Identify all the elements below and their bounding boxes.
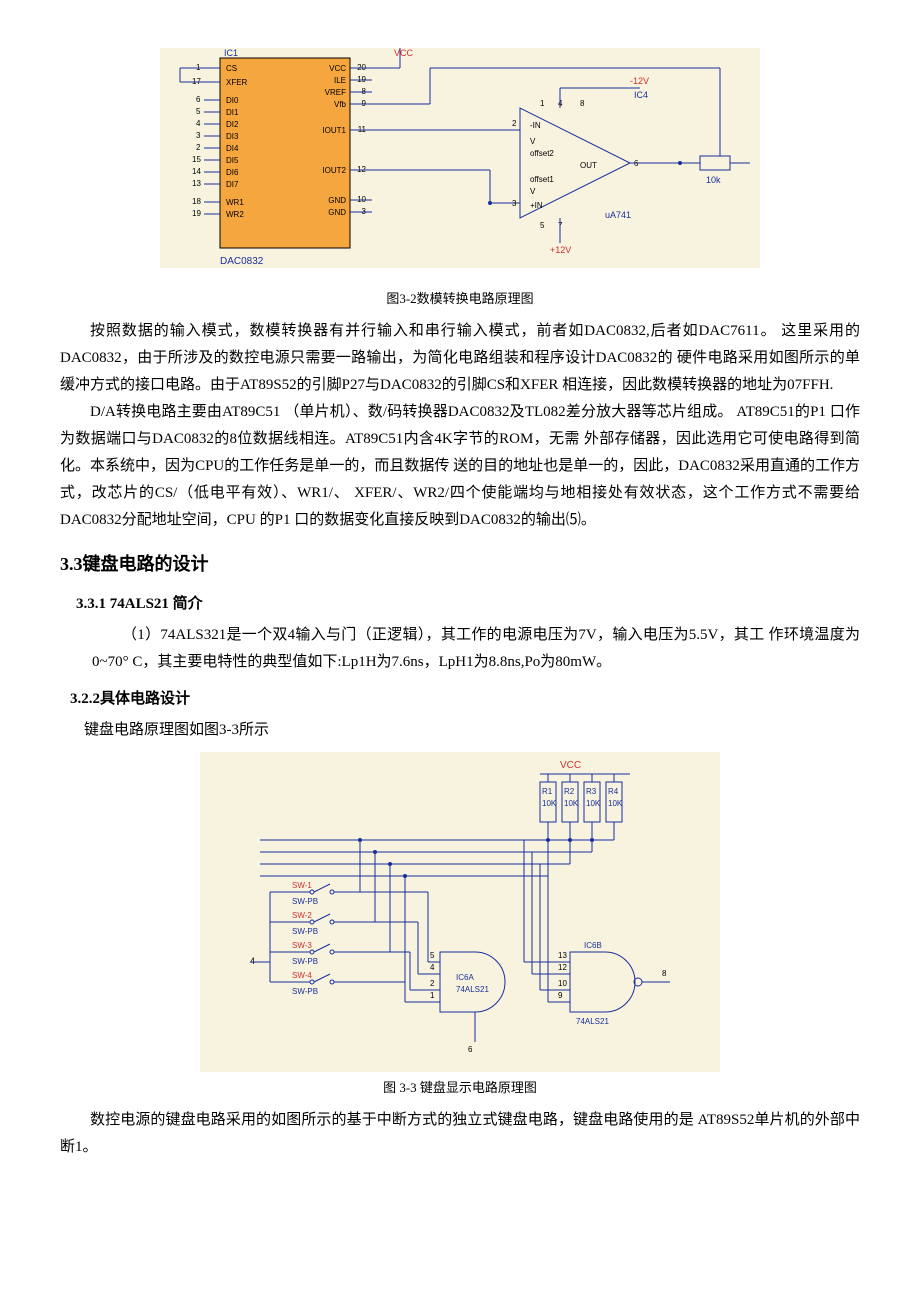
svg-text:R3: R3	[586, 787, 597, 796]
svg-text:6: 6	[196, 95, 201, 104]
svg-text:DI7: DI7	[226, 180, 239, 189]
svg-text:3: 3	[512, 199, 517, 208]
svg-text:6: 6	[468, 1045, 473, 1054]
svg-text:IC4: IC4	[634, 90, 648, 100]
svg-text:R1: R1	[542, 787, 553, 796]
svg-text:SW-PB: SW-PB	[292, 987, 318, 996]
svg-text:SW-2: SW-2	[292, 911, 312, 920]
svg-text:uA741: uA741	[605, 210, 631, 220]
svg-text:R4: R4	[608, 787, 619, 796]
svg-text:SW-4: SW-4	[292, 971, 312, 980]
svg-text:14: 14	[192, 167, 201, 176]
svg-text:OUT: OUT	[580, 161, 597, 170]
svg-text:SW-PB: SW-PB	[292, 957, 318, 966]
svg-text:SW-PB: SW-PB	[292, 897, 318, 906]
svg-text:SW-1: SW-1	[292, 881, 312, 890]
svg-text:DI3: DI3	[226, 132, 239, 141]
heading-3-2-2: 3.2.2具体电路设计	[70, 686, 860, 713]
svg-text:VCC: VCC	[329, 64, 346, 73]
svg-text:IC1: IC1	[224, 48, 238, 58]
paragraph-1: 按照数据的输入模式，数模转换器有并行输入和串行输入模式，前者如DAC0832,后…	[60, 318, 860, 399]
dac-circuit-svg: IC1 1CS 17XFER 6DI0 5DI1 4DI2 3DI3 2DI4 …	[160, 48, 760, 283]
svg-text:10: 10	[558, 979, 567, 988]
svg-text:74ALS21: 74ALS21	[456, 985, 489, 994]
figure-3-2-caption: 图3-2数模转换电路原理图	[60, 287, 860, 310]
svg-text:IOUT1: IOUT1	[322, 126, 346, 135]
svg-text:IC6B: IC6B	[584, 941, 602, 950]
svg-text:Vfb: Vfb	[334, 100, 347, 109]
svg-text:WR2: WR2	[226, 210, 244, 219]
svg-text:2: 2	[512, 119, 517, 128]
svg-text:8: 8	[662, 969, 667, 978]
figure-3-3: VCC R1 10K R2 10K R3 10K R4 10K SW-1 SW-PB	[60, 752, 860, 1072]
svg-text:1: 1	[540, 99, 545, 108]
svg-text:4: 4	[196, 119, 201, 128]
svg-text:+IN: +IN	[530, 201, 543, 210]
svg-text:V: V	[530, 187, 536, 196]
svg-text:SW-3: SW-3	[292, 941, 312, 950]
svg-text:+12V: +12V	[550, 245, 571, 255]
svg-text:XFER: XFER	[226, 78, 248, 87]
svg-text:VCC: VCC	[560, 760, 581, 771]
svg-text:DI2: DI2	[226, 120, 239, 129]
svg-text:18: 18	[192, 197, 201, 206]
svg-text:13: 13	[192, 179, 201, 188]
svg-text:10K: 10K	[608, 799, 623, 808]
svg-text:DI4: DI4	[226, 144, 239, 153]
svg-text:DI5: DI5	[226, 156, 239, 165]
svg-text:10K: 10K	[564, 799, 579, 808]
svg-text:10k: 10k	[706, 175, 721, 185]
svg-text:SW-PB: SW-PB	[292, 927, 318, 936]
heading-3-3-1: 3.3.1 74ALS21 简介	[76, 591, 860, 618]
svg-text:13: 13	[558, 951, 567, 960]
svg-text:3: 3	[196, 131, 201, 140]
figure-3-3-caption: 图 3-3 键盘显示电路原理图	[60, 1076, 860, 1099]
svg-text:offset1: offset1	[530, 175, 554, 184]
paragraph-3: （1）74ALS321是一个双4输入与门（正逻辑），其工作的电源电压为7V，输入…	[92, 622, 860, 676]
svg-text:DI0: DI0	[226, 96, 239, 105]
svg-text:WR1: WR1	[226, 198, 244, 207]
svg-text:12: 12	[558, 963, 567, 972]
paragraph-4: 键盘电路原理图如图3-3所示	[84, 717, 860, 744]
svg-text:74ALS21: 74ALS21	[576, 1017, 609, 1026]
svg-text:15: 15	[192, 155, 201, 164]
heading-3-3: 3.3键盘电路的设计	[60, 548, 860, 580]
svg-text:DI1: DI1	[226, 108, 239, 117]
svg-text:VCC: VCC	[394, 48, 414, 58]
svg-text:4: 4	[430, 963, 435, 972]
paragraph-2: D/A转换电路主要由AT89C51 （单片机）、数/码转换器DAC0832及TL…	[60, 399, 860, 534]
figure-3-2: IC1 1CS 17XFER 6DI0 5DI1 4DI2 3DI3 2DI4 …	[60, 48, 860, 283]
svg-text:DAC0832: DAC0832	[220, 256, 264, 267]
svg-text:IC6A: IC6A	[456, 973, 474, 982]
svg-text:R2: R2	[564, 787, 575, 796]
svg-text:GND: GND	[328, 208, 346, 217]
svg-text:10K: 10K	[542, 799, 557, 808]
svg-text:DI6: DI6	[226, 168, 239, 177]
svg-text:-IN: -IN	[530, 121, 541, 130]
svg-text:1: 1	[430, 991, 435, 1000]
svg-text:5: 5	[540, 221, 545, 230]
svg-text:IOUT2: IOUT2	[322, 166, 346, 175]
svg-text:-12V: -12V	[630, 76, 649, 86]
paragraph-5: 数控电源的键盘电路采用的如图所示的基于中断方式的独立式键盘电路，键盘电路使用的是…	[60, 1107, 860, 1161]
svg-text:ILE: ILE	[334, 76, 346, 85]
svg-text:5: 5	[196, 107, 201, 116]
svg-text:5: 5	[430, 951, 435, 960]
svg-text:10K: 10K	[586, 799, 601, 808]
svg-text:4: 4	[250, 956, 255, 966]
svg-text:2: 2	[196, 143, 201, 152]
svg-text:GND: GND	[328, 196, 346, 205]
keyboard-circuit-svg: VCC R1 10K R2 10K R3 10K R4 10K SW-1 SW-PB	[200, 752, 720, 1072]
svg-text:VREF: VREF	[325, 88, 346, 97]
svg-text:2: 2	[430, 979, 435, 988]
svg-text:8: 8	[580, 99, 585, 108]
svg-text:19: 19	[192, 209, 201, 218]
svg-text:offset2: offset2	[530, 149, 554, 158]
svg-text:CS: CS	[226, 64, 237, 73]
svg-text:9: 9	[558, 991, 563, 1000]
svg-text:V: V	[530, 137, 536, 146]
